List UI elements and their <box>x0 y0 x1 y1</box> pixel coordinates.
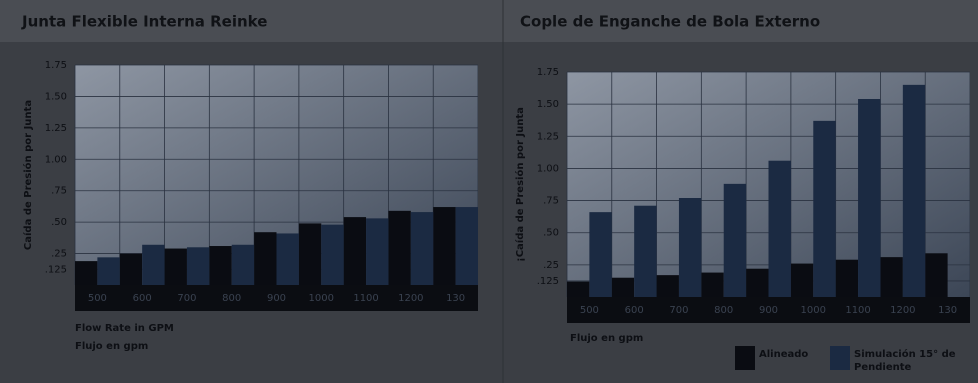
x-tick-label: 800 <box>222 293 241 304</box>
y-tick-label: 1.50 <box>537 99 559 110</box>
x-axis-label: Flujo en gpm <box>570 333 643 344</box>
bar <box>768 160 791 297</box>
bar <box>142 244 165 285</box>
legend-swatch <box>735 346 755 370</box>
chart-panel: Cople de Enganche de Bola Externo .125 .25… <box>514 13 970 373</box>
legend-swatch <box>830 346 850 370</box>
bar <box>254 232 277 285</box>
bar <box>701 272 724 297</box>
x-tick-label: 900 <box>267 293 286 304</box>
x-tick-label: 700 <box>669 305 688 316</box>
x-axis-band <box>567 297 970 323</box>
y-tick-label: 1.00 <box>45 154 67 165</box>
x-tick-label: 500 <box>88 293 107 304</box>
y-tick-label: .125 <box>537 276 559 287</box>
bar <box>813 120 836 297</box>
y-tick-label: 1.00 <box>537 163 559 174</box>
y-tick-label: 1.50 <box>45 91 67 102</box>
y-axis-label: ¡Caída de Presión por Junta <box>514 107 526 262</box>
bar <box>410 212 434 285</box>
y-tick-label: .75 <box>543 196 559 207</box>
y-tick-label: 1.75 <box>45 60 67 71</box>
y-tick-label: .25 <box>543 260 559 271</box>
y-tick-label: 1.25 <box>537 131 559 142</box>
chart-panel: Junta Flexible Interna Reinke .125 .25 .50.… <box>21 13 478 352</box>
bar <box>455 207 478 285</box>
chart-title: Junta Flexible Interna Reinke <box>21 13 267 31</box>
x-tick-label: 900 <box>759 305 778 316</box>
x-tick-label: 800 <box>714 305 733 316</box>
bar <box>433 207 456 285</box>
legend-label: Alineado <box>759 349 808 360</box>
bar <box>634 205 657 297</box>
y-tick-label: .75 <box>51 186 67 197</box>
bar <box>388 210 411 285</box>
x-tick-label: 1200 <box>398 293 423 304</box>
bar <box>231 244 255 285</box>
bar <box>164 248 187 285</box>
y-tick-label: 1.25 <box>45 123 67 134</box>
chart-title: Cople de Enganche de Bola Externo <box>520 13 820 31</box>
x-axis-band <box>75 285 478 311</box>
bar <box>298 223 322 285</box>
bar <box>276 233 299 285</box>
legend-label: Simulación 15° de Pendiente <box>854 348 956 373</box>
x-tick-label: 1000 <box>309 293 334 304</box>
header-band <box>0 0 978 42</box>
x-tick-label: 1100 <box>845 305 870 316</box>
y-tick-label: .50 <box>543 228 559 239</box>
legend-label-line: Pendiente <box>854 362 911 373</box>
bar <box>880 257 903 297</box>
bar <box>925 253 948 297</box>
bar <box>858 99 881 297</box>
bar <box>97 257 120 285</box>
bar <box>567 281 590 297</box>
x-tick-label: 500 <box>580 305 599 316</box>
x-axis-label: Flujo en gpm <box>75 341 148 352</box>
x-tick-label: 1100 <box>353 293 378 304</box>
bar <box>589 212 612 297</box>
bar <box>746 268 769 297</box>
legend-label-line: Simulación 15° de <box>854 348 956 360</box>
bar <box>343 217 367 285</box>
bar <box>656 275 679 297</box>
bar <box>902 84 926 297</box>
x-tick-label: 600 <box>625 305 644 316</box>
x-tick-label: 700 <box>177 293 196 304</box>
bar <box>678 198 702 297</box>
bar <box>723 183 747 297</box>
bar <box>119 253 143 285</box>
x-tick-label: 130 <box>446 293 465 304</box>
x-axis-label: Flow Rate in GPM <box>75 323 174 334</box>
y-tick-label: .50 <box>51 217 67 228</box>
y-tick-label: .125 <box>45 264 67 275</box>
x-tick-label: 130 <box>938 305 957 316</box>
bar <box>835 259 859 297</box>
bar <box>611 277 635 297</box>
bar <box>790 263 814 297</box>
bar <box>321 224 344 285</box>
y-tick-label: .25 <box>51 249 67 260</box>
bar <box>75 261 98 285</box>
x-tick-label: 600 <box>133 293 152 304</box>
bar <box>186 247 210 285</box>
bar <box>209 246 232 285</box>
x-tick-label: 1000 <box>801 305 826 316</box>
y-tick-label: 1.75 <box>537 67 559 78</box>
y-axis-label: Caída de Presión por Junta <box>22 100 34 250</box>
x-tick-label: 1200 <box>890 305 915 316</box>
bar <box>366 218 389 285</box>
